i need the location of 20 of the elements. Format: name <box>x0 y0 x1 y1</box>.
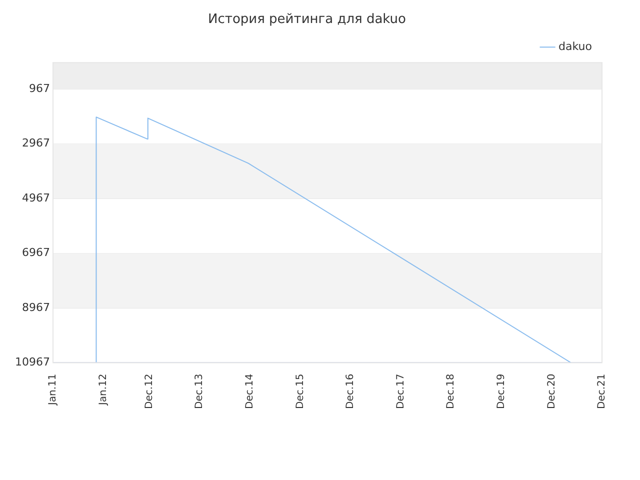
x-tick-label: Jan.12 <box>98 374 109 406</box>
x-tick-label: Dec.17 <box>395 374 406 410</box>
y-tick-label: 8967 <box>22 300 50 314</box>
legend-label: dakuo <box>558 40 592 53</box>
chart-title: История рейтинга для dakuo <box>208 12 406 28</box>
x-tick-label: Dec.21 <box>596 374 608 410</box>
y-tick-label: 2967 <box>22 136 50 150</box>
x-tick-label: Dec.15 <box>294 374 306 410</box>
x-tick-label: Dec.18 <box>446 374 457 410</box>
x-tick-label: Dec.12 <box>144 374 155 410</box>
y-tick-label: 10967 <box>14 356 50 369</box>
x-tick-label: Dec.19 <box>496 374 507 410</box>
x-tick-label: Jan.11 <box>48 374 59 406</box>
x-tick-label: Dec.14 <box>244 374 256 410</box>
y-tick-label: 967 <box>28 82 50 95</box>
x-tick-label: Dec.20 <box>546 374 558 410</box>
y-tick-label: 6967 <box>22 246 50 260</box>
x-tick-label: Dec.13 <box>194 374 206 410</box>
x-tick-label: Dec.16 <box>345 374 356 410</box>
y-tick-label: 4967 <box>22 191 50 204</box>
